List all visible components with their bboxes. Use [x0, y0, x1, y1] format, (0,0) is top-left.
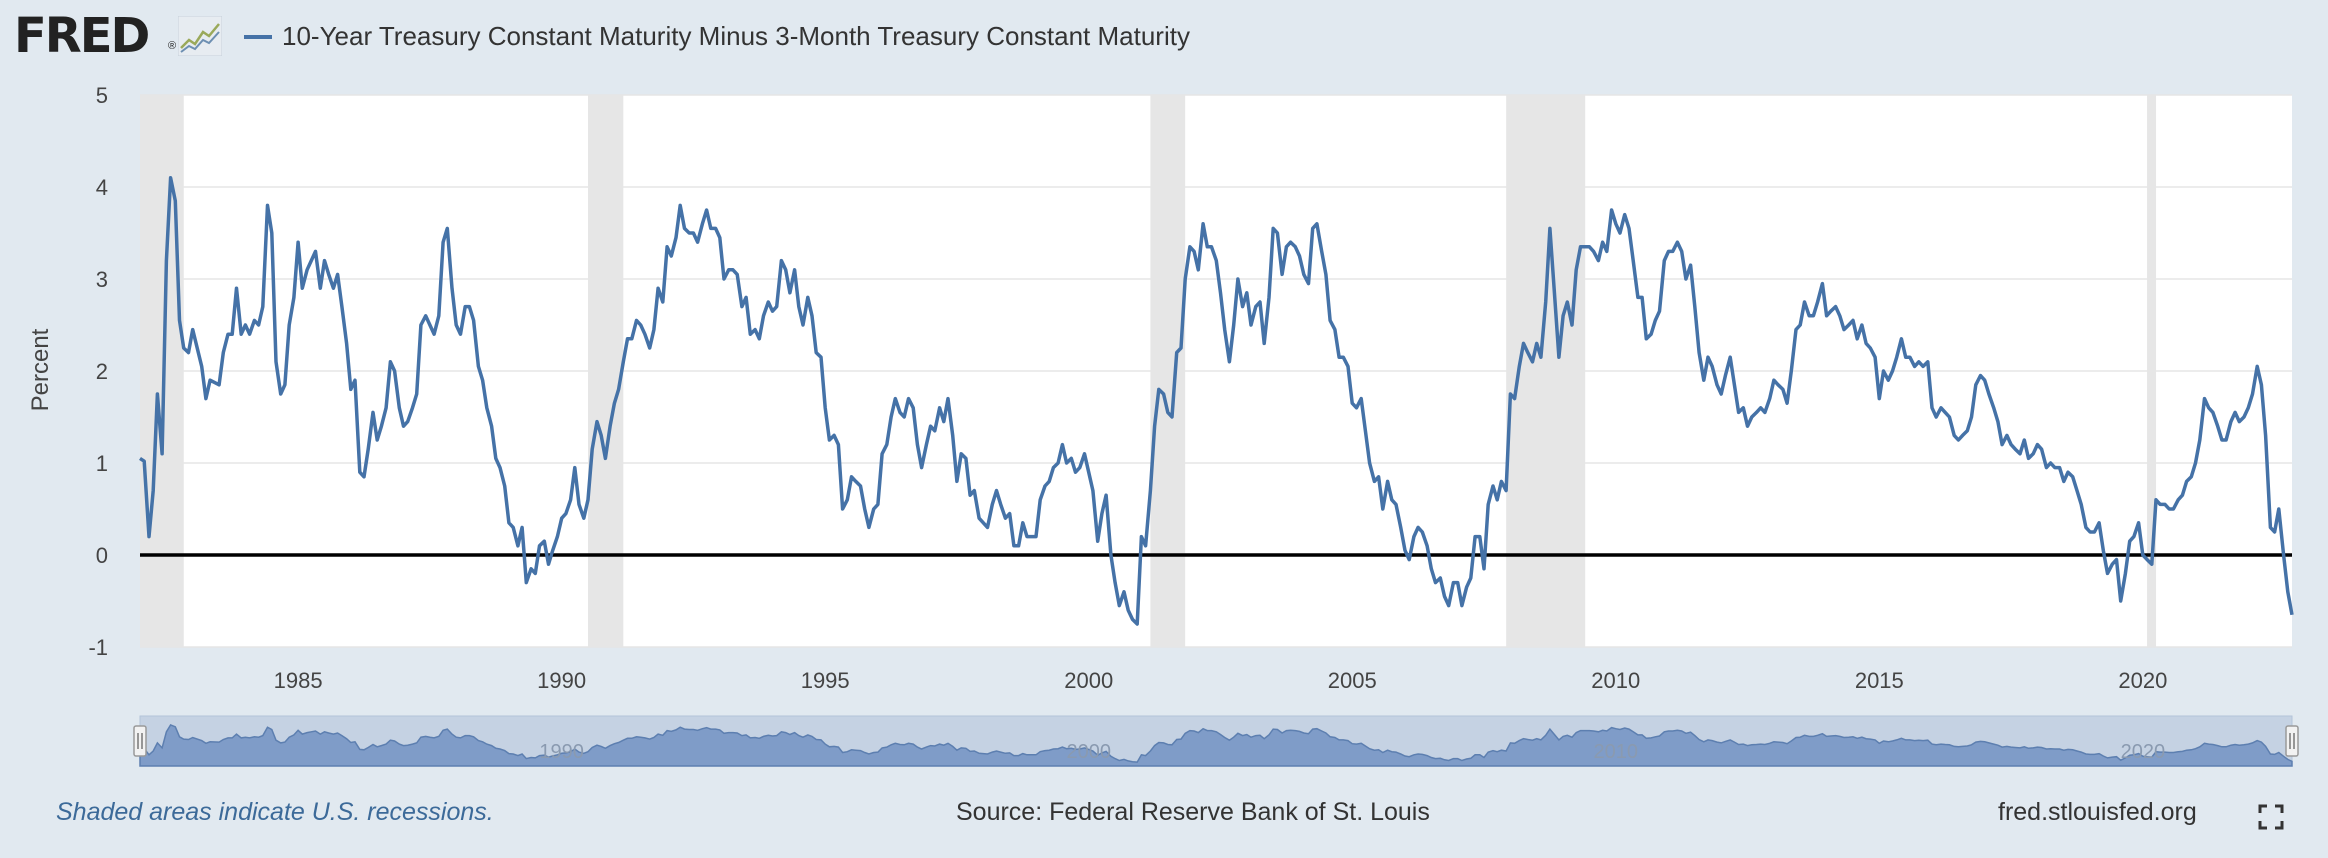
x-tick-label: 2000: [1064, 668, 1113, 693]
range-navigator[interactable]: 1990 2000 2010 2020: [133, 715, 2299, 767]
series-line-group: [139, 176, 2294, 626]
fred-logo[interactable]: FRED: [14, 8, 150, 64]
navigator-year-label: 2000: [1066, 741, 1111, 763]
fullscreen-icon[interactable]: [2258, 804, 2284, 830]
chart-header: FRED ® 10-Year Treasury Constant Maturit…: [0, 0, 2328, 72]
navigator-year-label: 2020: [2121, 741, 2166, 763]
series-line[interactable]: [139, 176, 2294, 626]
recession-note: Shaded areas indicate U.S. recessions.: [56, 798, 494, 826]
fred-url-link[interactable]: fred.stlouisfed.org: [1998, 798, 2197, 826]
y-tick-label: 3: [96, 267, 108, 292]
registered-mark: ®: [168, 40, 177, 52]
navigator-handle-left[interactable]: [133, 725, 147, 757]
series-legend-swatch: [244, 35, 272, 39]
x-tick-label: 2005: [1328, 668, 1377, 693]
y-tick-label: 5: [96, 83, 108, 108]
y-tick-label: 4: [96, 175, 108, 200]
navigator-year-label: 1990: [539, 741, 584, 763]
x-tick-label: 1995: [801, 668, 850, 693]
y-axis-ticks: -1 0 1 2 3 4 5: [88, 83, 108, 660]
navigator-handle-right[interactable]: [2285, 725, 2299, 757]
series-legend-label[interactable]: 10-Year Treasury Constant Maturity Minus…: [282, 21, 1190, 51]
x-tick-label: 1985: [274, 668, 323, 693]
y-axis-label: Percent: [27, 328, 54, 411]
y-tick-label: 0: [96, 543, 108, 568]
x-tick-label: 2015: [1855, 668, 1904, 693]
y-tick-label: -1: [88, 635, 108, 660]
x-tick-label: 2020: [2118, 668, 2167, 693]
x-tick-label: 2010: [1591, 668, 1640, 693]
y-tick-label: 1: [96, 451, 108, 476]
line-chart-icon: [177, 15, 223, 57]
x-axis-ticks: 1985 1990 1995 2000 2005 2010 2015 2020: [274, 668, 2168, 693]
y-tick-label: 2: [96, 359, 108, 384]
x-tick-label: 1990: [537, 668, 586, 693]
navigator-series-area: [139, 723, 2293, 767]
source-text: Source: Federal Reserve Bank of St. Loui…: [956, 798, 1430, 826]
navigator-year-label: 2010: [1594, 741, 1639, 763]
